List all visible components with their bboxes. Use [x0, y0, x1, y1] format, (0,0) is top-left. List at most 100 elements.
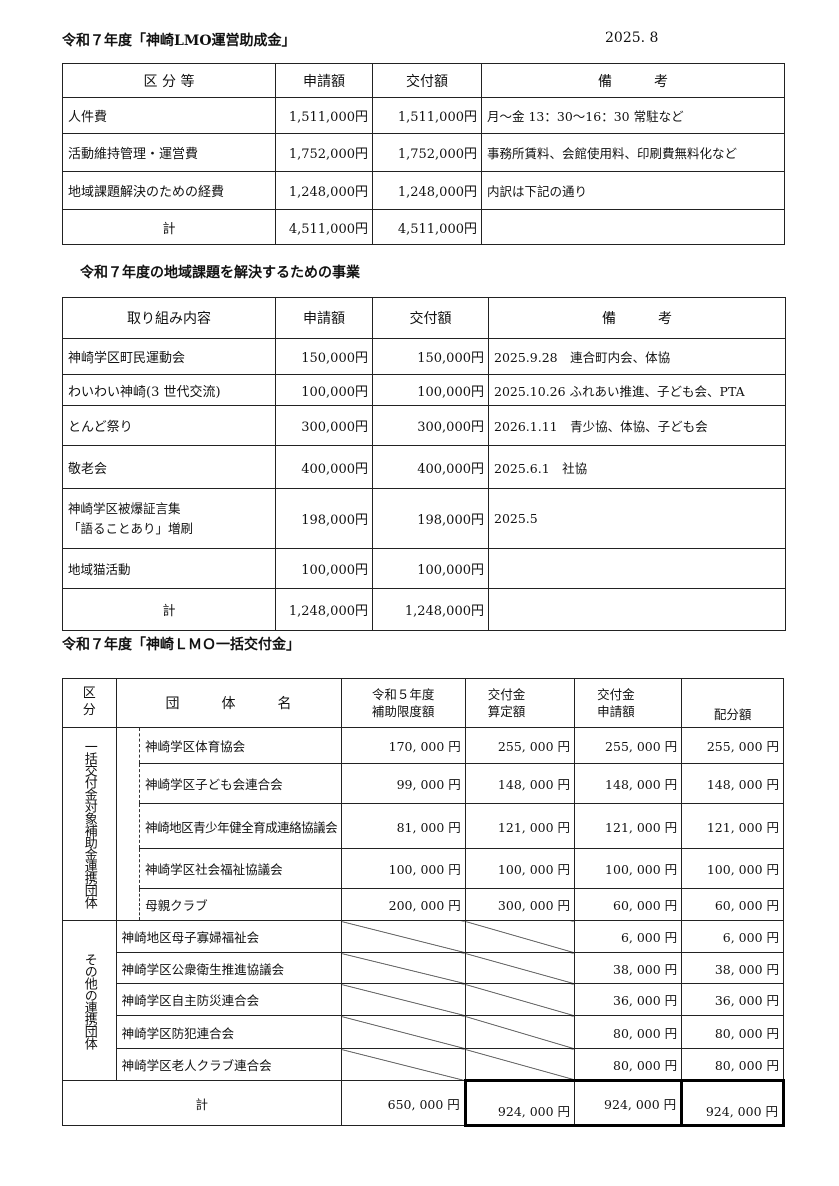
- table-row: 神崎学区防犯連合会 80, 000 円 80, 000 円: [63, 1015, 784, 1049]
- note: 月～金 13：30～16：30 常駐など: [481, 97, 785, 134]
- total-label: 計: [62, 1080, 342, 1126]
- category: 地域課題解決のための経費: [62, 171, 276, 210]
- note: 内訳は下記の通り: [481, 171, 785, 210]
- applied-amount: 36, 000 円: [574, 983, 683, 1016]
- document-date: 2025. 8: [605, 30, 659, 46]
- alloc-amount: 60, 000 円: [681, 888, 784, 921]
- total-row: 計 1,248,000円 1,248,000円: [62, 588, 786, 631]
- org-name: 神崎学区子ども会連合会: [139, 763, 342, 804]
- lump-sum-grant-table: 区 分 団 体 名 令和５年度 補助限度額 交付金 算定額 交付金 申請額 配分…: [62, 678, 785, 1127]
- org-name: 母親クラブ: [139, 888, 342, 921]
- table-row: 人件費 1,511,000円 1,511,000円 月～金 13：30～16：3…: [62, 97, 785, 134]
- table-row: 神崎学区町民運動会 150,000円 150,000円 2025.9.28 連合…: [62, 338, 786, 375]
- note: 2025.10.26 ふれあい推進、子ども会、PTA: [488, 374, 786, 406]
- total-row: 計 4,511,000円 4,511,000円: [62, 209, 785, 245]
- org-name: 神崎学区体育協会: [139, 727, 342, 764]
- calc-amount: 148, 000 円: [464, 763, 576, 804]
- header-note: 備 考: [481, 63, 785, 98]
- not-applicable-cell: [340, 983, 466, 1016]
- granted-amount: 1,752,000円: [372, 133, 482, 172]
- note: 事務所賃料、会館使用料、印刷費無料化など: [481, 133, 785, 172]
- total-label: 計: [62, 588, 276, 631]
- total-applied: 4,511,000円: [275, 209, 373, 245]
- applied-amount: 300,000円: [275, 405, 373, 446]
- table-row: その他の連携団体 神崎地区母子寡婦福祉会 6, 000 円 6, 000 円: [62, 920, 784, 1081]
- section1-title: 令和７年度「神崎LMO運営助成金」: [62, 33, 296, 49]
- org-name: 神崎学区自主防災連合会: [115, 983, 342, 1016]
- org-name: 神崎学区社会福祉協議会: [139, 848, 342, 889]
- alloc-amount: 100, 000 円: [681, 848, 784, 889]
- limit-amount: 99, 000 円: [340, 763, 466, 804]
- header-alloc: 配分額: [681, 678, 784, 728]
- applied-amount: 121, 000 円: [574, 803, 683, 849]
- applied-amount: 100, 000 円: [574, 848, 683, 889]
- granted-amount: 100,000円: [372, 548, 489, 589]
- header-category: 区 分 等: [62, 63, 276, 98]
- applied-amount: 150,000円: [275, 338, 373, 375]
- limit-amount: 200, 000 円: [340, 888, 466, 921]
- section3-title: 令和７年度「神崎ＬＭＯ一括交付金」: [62, 637, 300, 653]
- header-applied: 申請額: [275, 63, 373, 98]
- granted-amount: 150,000円: [372, 338, 489, 375]
- applied-amount: 38, 000 円: [574, 952, 683, 984]
- header-granted: 交付額: [372, 297, 489, 339]
- alloc-amount: 80, 000 円: [681, 1048, 784, 1081]
- empty-cell: [481, 209, 785, 245]
- applied-amount: 1,248,000円: [275, 171, 373, 210]
- header-division: 区 分: [62, 678, 117, 728]
- table-row: 神崎地区青少年健全育成連絡協議会 81, 000 円 121, 000 円 12…: [63, 803, 784, 849]
- applied-amount: 80, 000 円: [574, 1048, 683, 1081]
- header-note: 備 考: [488, 297, 786, 339]
- total-granted: 4,511,000円: [372, 209, 482, 245]
- header-calc: 交付金 算定額: [464, 678, 576, 728]
- applied-amount: 100,000円: [275, 548, 373, 589]
- calc-amount: 255, 000 円: [464, 727, 576, 764]
- granted-amount: 400,000円: [372, 445, 489, 489]
- project-content-line2: 「語ることあり」増刷: [68, 520, 194, 536]
- table-row: とんど祭り 300,000円 300,000円 2026.1.11 青少協、体協…: [62, 405, 786, 446]
- total-row: 計 650, 000 円 924, 000 円 924, 000 円 924, …: [62, 1079, 785, 1127]
- table-row: 母親クラブ 200, 000 円 300, 000 円 60, 000 円 60…: [63, 888, 784, 921]
- granted-amount: 300,000円: [372, 405, 489, 446]
- limit-amount: 81, 000 円: [340, 803, 466, 849]
- regional-projects-table: 取り組み内容 申請額 交付額 備 考 神崎学区町民運動会 150,000円 15…: [62, 297, 786, 631]
- project-content: とんど祭り: [62, 405, 276, 446]
- granted-amount: 1,511,000円: [372, 97, 482, 134]
- not-applicable-cell: [464, 983, 576, 1016]
- table-header-row: 取り組み内容 申請額 交付額 備 考: [62, 297, 786, 339]
- total-calc: 924, 000 円: [463, 1079, 576, 1127]
- alloc-amount: 121, 000 円: [681, 803, 784, 849]
- header-applied: 交付金 申請額: [574, 678, 683, 728]
- alloc-amount: 80, 000 円: [681, 1015, 784, 1049]
- project-content: 敬老会: [62, 445, 276, 489]
- group2-label: その他の連携団体: [62, 920, 117, 1081]
- project-content-line1: 神崎学区被爆証言集: [68, 500, 181, 516]
- total-applied: 924, 000 円: [574, 1079, 683, 1127]
- note: 2026.1.11 青少協、体協、子ども会: [488, 405, 786, 446]
- empty-cell: [488, 588, 786, 631]
- group1-label: 一括交付金対象補助金連携団体: [62, 727, 117, 921]
- applied-amount: 100,000円: [275, 374, 373, 406]
- table-row: 神崎学区社会福祉協議会 100, 000 円 100, 000 円 100, 0…: [63, 848, 784, 889]
- not-applicable-cell: [464, 1048, 576, 1081]
- section2-title: 令和７年度の地域課題を解決するための事業: [80, 265, 360, 281]
- total-applied: 1,248,000円: [275, 588, 373, 631]
- alloc-amount: 36, 000 円: [681, 983, 784, 1016]
- granted-amount: 100,000円: [372, 374, 489, 406]
- applied-amount: 255, 000 円: [574, 727, 683, 764]
- applied-amount: 1,511,000円: [275, 97, 373, 134]
- not-applicable-cell: [340, 952, 466, 984]
- table-row: 敬老会 400,000円 400,000円 2025.6.1 社協: [62, 445, 786, 489]
- note: [488, 548, 786, 589]
- note: 2025.6.1 社協: [488, 445, 786, 489]
- project-content: 神崎学区町民運動会: [62, 338, 276, 375]
- alloc-amount: 38, 000 円: [681, 952, 784, 984]
- granted-amount: 198,000円: [372, 488, 489, 549]
- applied-amount: 400,000円: [275, 445, 373, 489]
- org-name: 神崎地区青少年健全育成連絡協議会: [139, 803, 342, 849]
- header-applied: 申請額: [275, 297, 373, 339]
- total-alloc: 924, 000 円: [680, 1079, 785, 1127]
- note: 2025.9.28 連合町内会、体協: [488, 338, 786, 375]
- not-applicable-cell: [340, 1048, 466, 1081]
- table-row: 神崎学区自主防災連合会 36, 000 円 36, 000 円: [63, 983, 784, 1016]
